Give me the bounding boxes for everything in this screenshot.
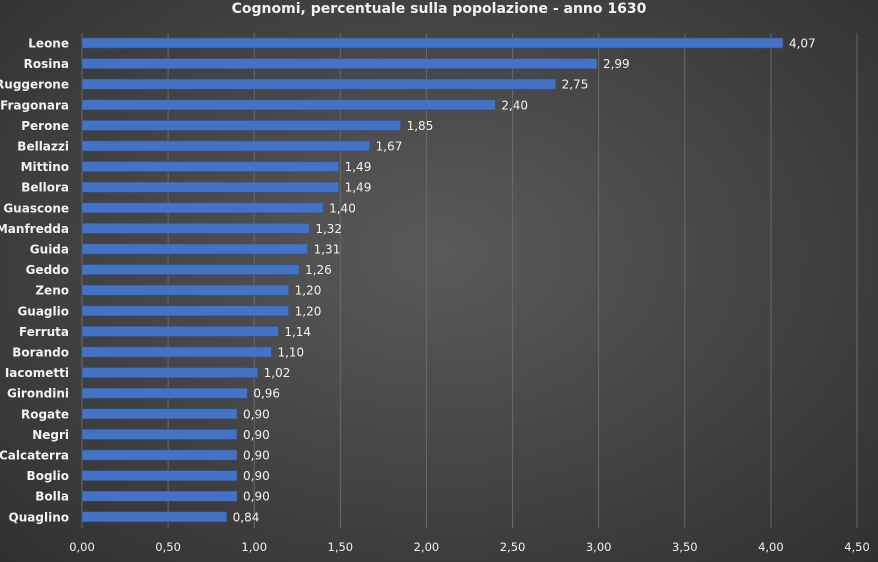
x-tick-label: 0,50 bbox=[155, 540, 181, 554]
bar-negri bbox=[81, 429, 238, 440]
data-label: 4,07 bbox=[789, 37, 816, 51]
bar-ruggerone bbox=[81, 78, 556, 90]
category-label: Iacometti bbox=[5, 366, 69, 380]
bar-leone bbox=[81, 37, 784, 49]
x-tick-label: 0,00 bbox=[69, 540, 95, 554]
data-label: 1,14 bbox=[284, 325, 311, 339]
data-label: 1,40 bbox=[329, 201, 356, 215]
bar-quaglino bbox=[81, 511, 227, 523]
x-tick-label: 1,50 bbox=[328, 540, 354, 554]
x-tick-label: 2,50 bbox=[500, 540, 526, 554]
data-label: 1,67 bbox=[376, 140, 403, 154]
bar-guaglio bbox=[81, 305, 289, 317]
bar-bolla bbox=[81, 490, 238, 502]
bar-guascone bbox=[81, 202, 324, 214]
bar-mittino bbox=[81, 161, 339, 172]
x-tick-label: 3,50 bbox=[672, 540, 698, 554]
bar-manfredda bbox=[81, 223, 310, 234]
category-label: Borando bbox=[12, 346, 69, 360]
data-label: 2,40 bbox=[501, 98, 528, 112]
data-label: 0,90 bbox=[243, 449, 270, 463]
bar-guida bbox=[81, 243, 308, 255]
category-label: Zeno bbox=[35, 284, 69, 298]
bar-perone bbox=[81, 120, 401, 131]
data-label: 1,02 bbox=[264, 366, 291, 380]
data-label: 1,32 bbox=[315, 222, 342, 236]
data-label: 1,49 bbox=[345, 181, 372, 195]
bar-rogate bbox=[81, 408, 238, 420]
data-label: 0,90 bbox=[243, 490, 270, 504]
category-label: Bolla bbox=[35, 490, 69, 504]
category-label: Ferruta bbox=[19, 325, 69, 339]
data-label: 1,31 bbox=[314, 243, 341, 257]
category-label: Girondini bbox=[7, 387, 69, 401]
chart-title: Cognomi, percentuale sulla popolazione -… bbox=[231, 1, 647, 17]
bars bbox=[81, 37, 784, 523]
category-label: Perone bbox=[21, 119, 69, 133]
data-label: 1,49 bbox=[345, 160, 372, 174]
bar-ferruta bbox=[81, 326, 279, 337]
bar-rosina bbox=[81, 58, 598, 69]
category-label: Boglio bbox=[27, 469, 69, 483]
data-label: 1,26 bbox=[305, 263, 332, 277]
data-label: 1,85 bbox=[407, 119, 434, 133]
bar-borando bbox=[81, 346, 272, 358]
labels: 0,00 0,50 1,00 1,50 2,00 2,50 3,00 3,50 4,00 4,50… bbox=[0, 37, 870, 555]
x-tick-label: 4,50 bbox=[844, 540, 870, 554]
category-label: Leone bbox=[28, 37, 69, 51]
bar-bellora bbox=[81, 181, 339, 193]
bar-iacometti bbox=[81, 367, 258, 378]
bar-girondini bbox=[81, 387, 248, 399]
category-label: Rogate bbox=[21, 407, 69, 421]
category-label: Fragonara bbox=[0, 98, 69, 112]
category-label: Rosina bbox=[24, 57, 69, 71]
data-label: 0,90 bbox=[243, 407, 270, 421]
bar-boglio bbox=[81, 470, 238, 481]
category-label: Mittino bbox=[21, 160, 69, 174]
data-label: 0,90 bbox=[243, 469, 270, 483]
data-label: 1,20 bbox=[295, 304, 322, 318]
category-label: Guaglio bbox=[17, 304, 69, 318]
category-label: Negri bbox=[32, 428, 69, 442]
category-label: Quaglino bbox=[9, 510, 69, 524]
category-label: Bellora bbox=[21, 181, 69, 195]
category-label: Guida bbox=[30, 243, 69, 257]
category-label: Manfredda bbox=[0, 222, 69, 236]
bar-zeno bbox=[81, 284, 289, 296]
x-tick-label: 3,00 bbox=[586, 540, 612, 554]
bar-fragonara bbox=[81, 99, 496, 111]
x-tick-label: 1,00 bbox=[241, 540, 267, 554]
category-label: Calcaterra bbox=[0, 449, 69, 463]
bar-bellazzi bbox=[81, 140, 370, 152]
gridlines bbox=[81, 33, 858, 528]
bar-calcaterra bbox=[81, 449, 238, 461]
x-tick-label: 2,00 bbox=[414, 540, 440, 554]
bar-geddo bbox=[81, 264, 300, 275]
data-label: 2,75 bbox=[562, 78, 589, 92]
category-label: Geddo bbox=[26, 263, 69, 277]
data-label: 1,20 bbox=[295, 284, 322, 298]
category-label: Guascone bbox=[3, 201, 69, 215]
category-label: Ruggerone bbox=[0, 78, 69, 92]
data-label: 0,90 bbox=[243, 428, 270, 442]
category-label: Bellazzi bbox=[17, 140, 69, 154]
x-tick-label: 4,00 bbox=[758, 540, 784, 554]
data-label: 0,84 bbox=[233, 510, 260, 524]
data-label: 2,99 bbox=[603, 57, 630, 71]
data-label: 0,96 bbox=[253, 387, 280, 401]
data-label: 1,10 bbox=[277, 346, 304, 360]
